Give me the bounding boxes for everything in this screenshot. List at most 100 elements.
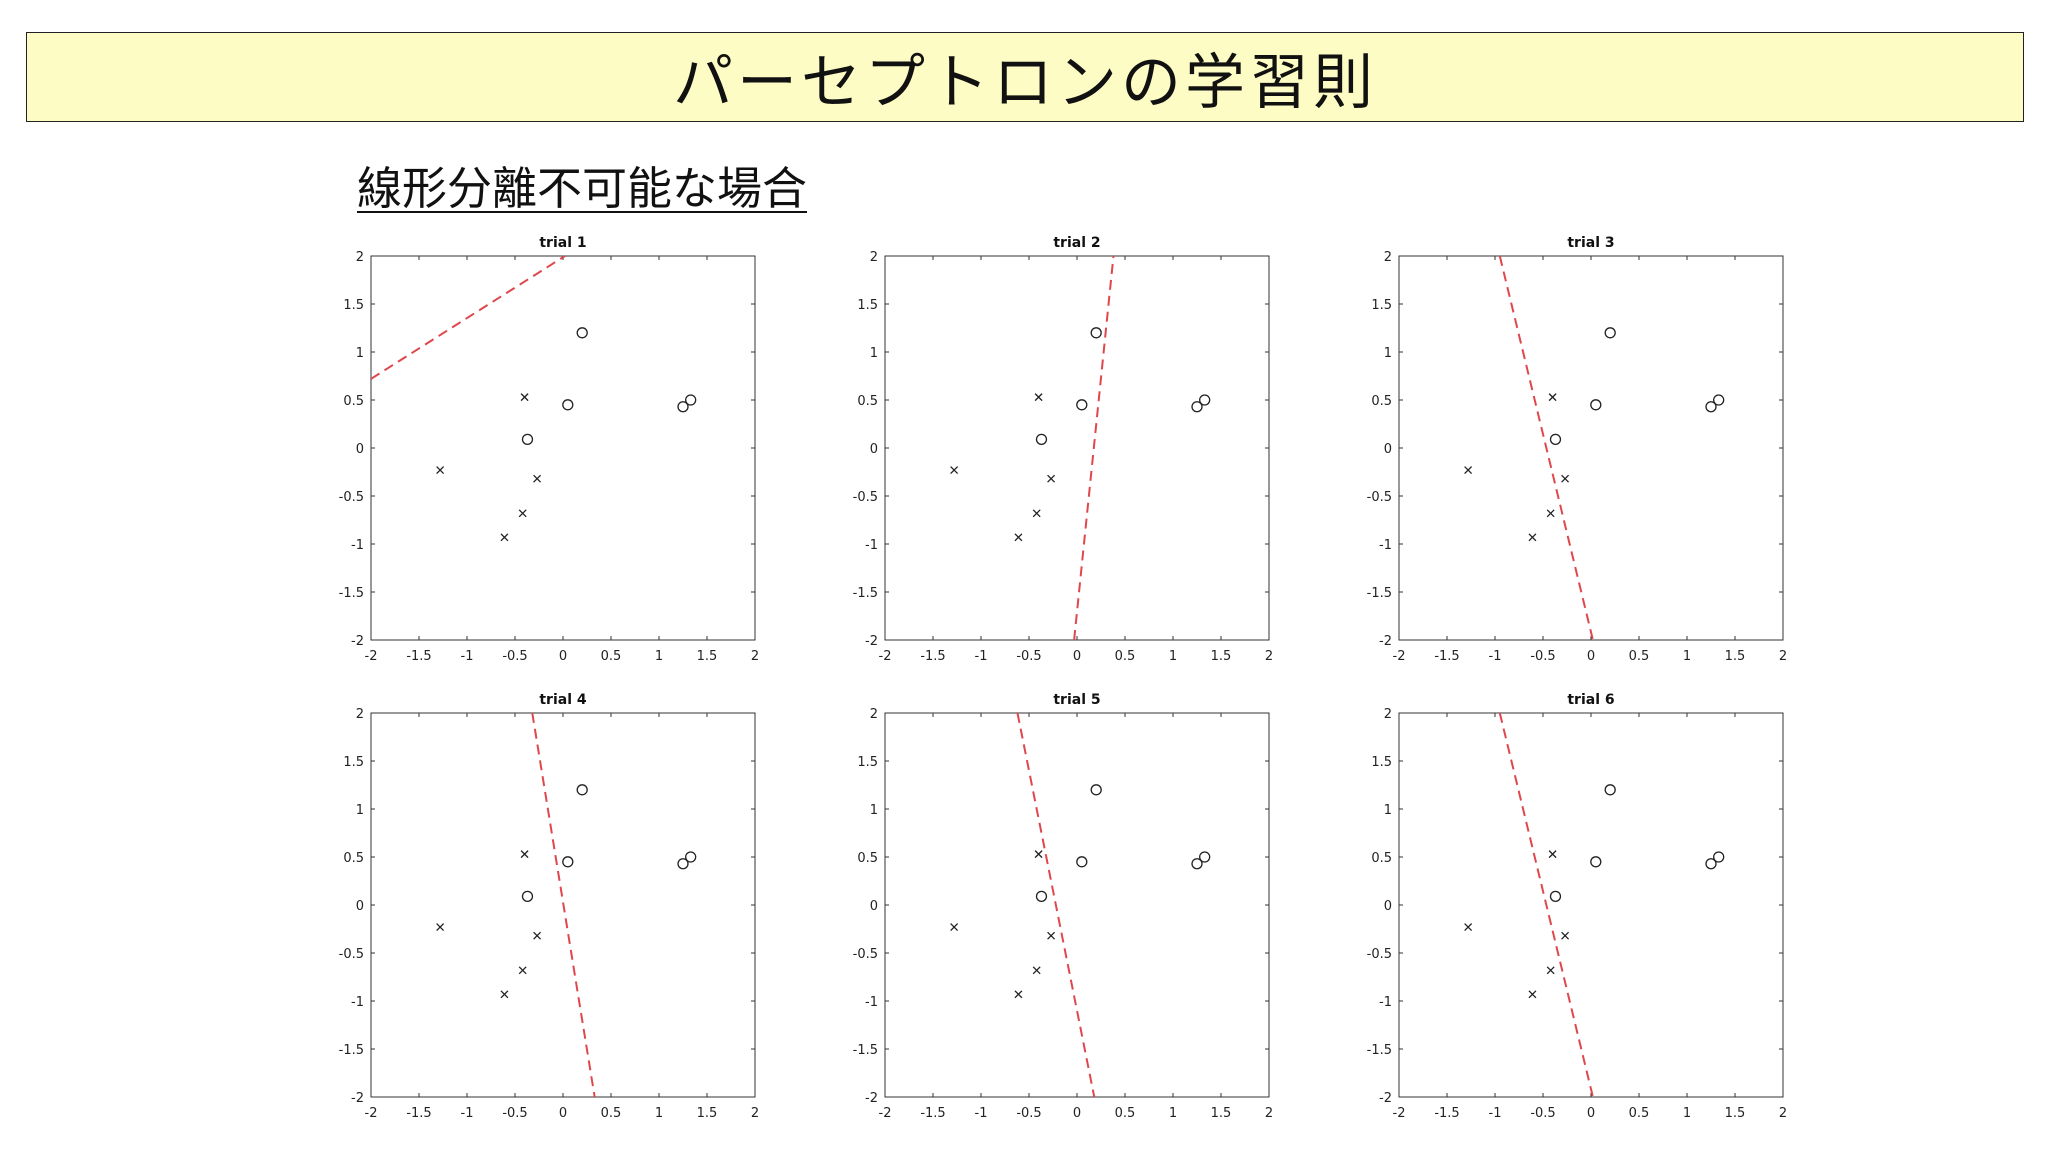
cross-stroke	[1014, 533, 1023, 542]
y-tick-label: 1.5	[1371, 755, 1392, 770]
y-tick-label: -1.5	[1367, 586, 1392, 601]
cross-point	[1561, 474, 1570, 483]
axes-box	[884, 712, 1270, 1098]
y-tick-label: -1.5	[853, 1043, 878, 1058]
cross-stroke	[1546, 509, 1555, 518]
cross-stroke	[1561, 931, 1570, 940]
x-tick-label: -0.5	[1016, 1106, 1041, 1121]
x-tick-label: 2	[751, 649, 759, 664]
cross-point	[1047, 474, 1056, 483]
y-tick-label: 0	[1384, 899, 1392, 914]
cross-stroke	[500, 533, 509, 542]
y-tick-label: -1.5	[1367, 1043, 1392, 1058]
x-tick-label: 2	[1779, 649, 1787, 664]
y-tick-label: 1	[1384, 803, 1392, 818]
chart-trial-6: -2 -1.5 -1 -0.5 0 0.5 1 1.5 2 -2 -1.5 -1 -0.5 0 0.5 1 1.…	[1367, 692, 1788, 1121]
x-tick-label: -1.5	[920, 649, 945, 664]
y-tick-label: 0.5	[857, 394, 878, 409]
x-tick-label: 0.5	[1629, 1106, 1650, 1121]
y-tick-label: -1	[865, 995, 878, 1010]
y-tick-label: 0.5	[857, 851, 878, 866]
y-tick-label: -1.5	[339, 586, 364, 601]
circle-point	[1035, 890, 1048, 903]
cross-stroke	[1047, 474, 1056, 483]
y-tick-label: 1	[870, 346, 878, 361]
y-tick-label: 1.5	[343, 755, 364, 770]
y-tick-label: -2	[351, 634, 364, 649]
y-tick-label: 0.5	[343, 394, 364, 409]
chart-title: trial 4	[539, 692, 587, 708]
y-tick-label: -2	[1379, 634, 1392, 649]
x-tick-label: 1	[1169, 649, 1177, 664]
cross-point	[1548, 850, 1557, 859]
cross-stroke	[1034, 393, 1043, 402]
chart-title: trial 1	[539, 235, 586, 251]
cross-point	[1014, 990, 1023, 999]
x-tick-label: 1	[1169, 1106, 1177, 1121]
circle-point	[1035, 433, 1048, 446]
cross-point	[533, 931, 542, 940]
cross-point	[1014, 533, 1023, 542]
circle-point	[1076, 856, 1088, 868]
circle-point	[562, 856, 574, 868]
chart-trial-5: -2 -1.5 -1 -0.5 0 0.5 1 1.5 2 -2 -1.5 -1 -0.5 0 0.5 1 1.…	[853, 692, 1274, 1121]
x-tick-label: -1	[975, 1106, 988, 1121]
circle-point	[521, 890, 534, 903]
x-tick-label: -1.5	[1434, 1106, 1459, 1121]
cross-stroke	[500, 990, 509, 999]
y-tick-label: -1	[351, 995, 364, 1010]
x-tick-label: -0.5	[502, 1106, 527, 1121]
chart-trial-3: -2 -1.5 -1 -0.5 0 0.5 1 1.5 2 -2 -1.5 -1 -0.5 0 0.5 1 1.…	[1367, 235, 1788, 664]
circle-point	[1549, 890, 1562, 903]
circle-point	[1705, 858, 1717, 870]
x-tick-label: 0	[559, 649, 567, 664]
chart-trial-4: -2 -1.5 -1 -0.5 0 0.5 1 1.5 2 -2 -1.5 -1 -0.5 0 0.5 1 1.…	[339, 692, 760, 1121]
y-tick-label: 0.5	[343, 851, 364, 866]
x-tick-label: 1.5	[697, 649, 718, 664]
circle-point	[1590, 399, 1602, 411]
y-tick-label: 0	[356, 899, 364, 914]
circle-point	[1713, 851, 1725, 863]
cross-point	[1528, 990, 1537, 999]
circle-point	[685, 851, 697, 863]
axes-box	[884, 255, 1270, 641]
cross-stroke	[533, 474, 542, 483]
x-tick-label: 0.5	[1629, 649, 1650, 664]
cross-point	[1047, 931, 1056, 940]
x-tick-label: -2	[365, 1106, 378, 1121]
cross-stroke	[1528, 533, 1537, 542]
y-tick-label: -2	[351, 1091, 364, 1106]
y-tick-label: 0	[870, 442, 878, 457]
y-tick-label: 2	[1384, 707, 1392, 722]
chart-title: trial 3	[1567, 235, 1614, 251]
y-tick-label: 2	[356, 707, 364, 722]
cross-stroke	[1548, 393, 1557, 402]
decision-boundary-line	[1016, 713, 1096, 1097]
x-tick-label: 1	[655, 649, 663, 664]
cross-point	[1032, 509, 1041, 518]
cross-point	[518, 966, 527, 975]
x-tick-label: -2	[1393, 649, 1406, 664]
circle-point	[1713, 394, 1725, 406]
chart-title: trial 5	[1053, 692, 1100, 708]
slide-title: パーセプトロンの学習則	[26, 32, 2024, 122]
circle-point	[1199, 394, 1211, 406]
y-tick-label: -1.5	[853, 586, 878, 601]
x-tick-label: 2	[1265, 1106, 1273, 1121]
x-tick-label: -1	[1489, 649, 1502, 664]
x-tick-label: 2	[751, 1106, 759, 1121]
cross-stroke	[1032, 509, 1041, 518]
circle-point	[1191, 401, 1203, 413]
x-tick-label: 1.5	[1725, 649, 1746, 664]
x-tick-label: 0.5	[601, 1106, 622, 1121]
x-tick-label: -1.5	[406, 1106, 431, 1121]
y-tick-label: 0.5	[1371, 851, 1392, 866]
x-tick-label: 1	[1683, 1106, 1691, 1121]
cross-stroke	[436, 923, 445, 932]
x-tick-label: 0	[1587, 649, 1595, 664]
circle-point	[521, 433, 534, 446]
y-tick-label: 0.5	[1371, 394, 1392, 409]
cross-point	[1464, 466, 1473, 475]
x-tick-label: -2	[879, 649, 892, 664]
